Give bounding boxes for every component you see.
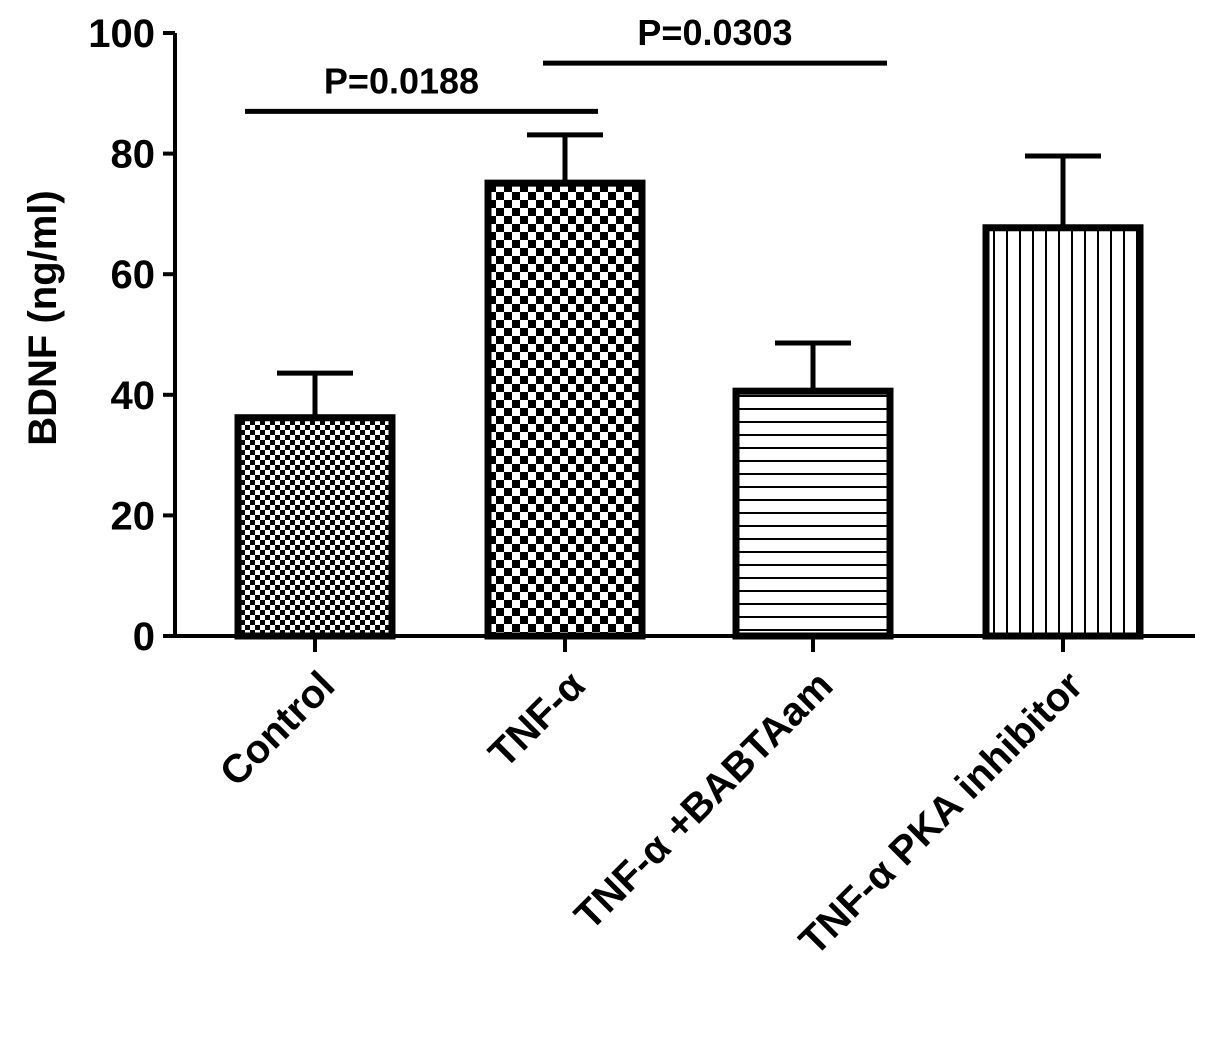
significance-label: P=0.0188 bbox=[324, 60, 479, 101]
y-tick-label: 80 bbox=[111, 133, 156, 177]
y-tick-label: 40 bbox=[111, 374, 156, 418]
bar bbox=[732, 387, 894, 640]
bar bbox=[484, 179, 646, 640]
y-tick-label: 20 bbox=[111, 494, 156, 538]
y-tick-label: 100 bbox=[88, 12, 155, 56]
x-tick-label: TNF-α bbox=[480, 663, 593, 776]
x-tick-label: Control bbox=[212, 663, 344, 795]
significance-label: P=0.0303 bbox=[637, 12, 792, 53]
bar bbox=[234, 414, 396, 640]
y-tick-label: 60 bbox=[111, 253, 156, 297]
y-axis-label: BDNF (ng/ml) bbox=[21, 190, 65, 446]
bar bbox=[982, 224, 1144, 640]
x-tick-label: TNF-α +BABTAam bbox=[566, 663, 841, 938]
x-tick-label: TNF-α PKA inhibitor bbox=[791, 663, 1091, 963]
y-tick-label: 0 bbox=[133, 615, 155, 659]
